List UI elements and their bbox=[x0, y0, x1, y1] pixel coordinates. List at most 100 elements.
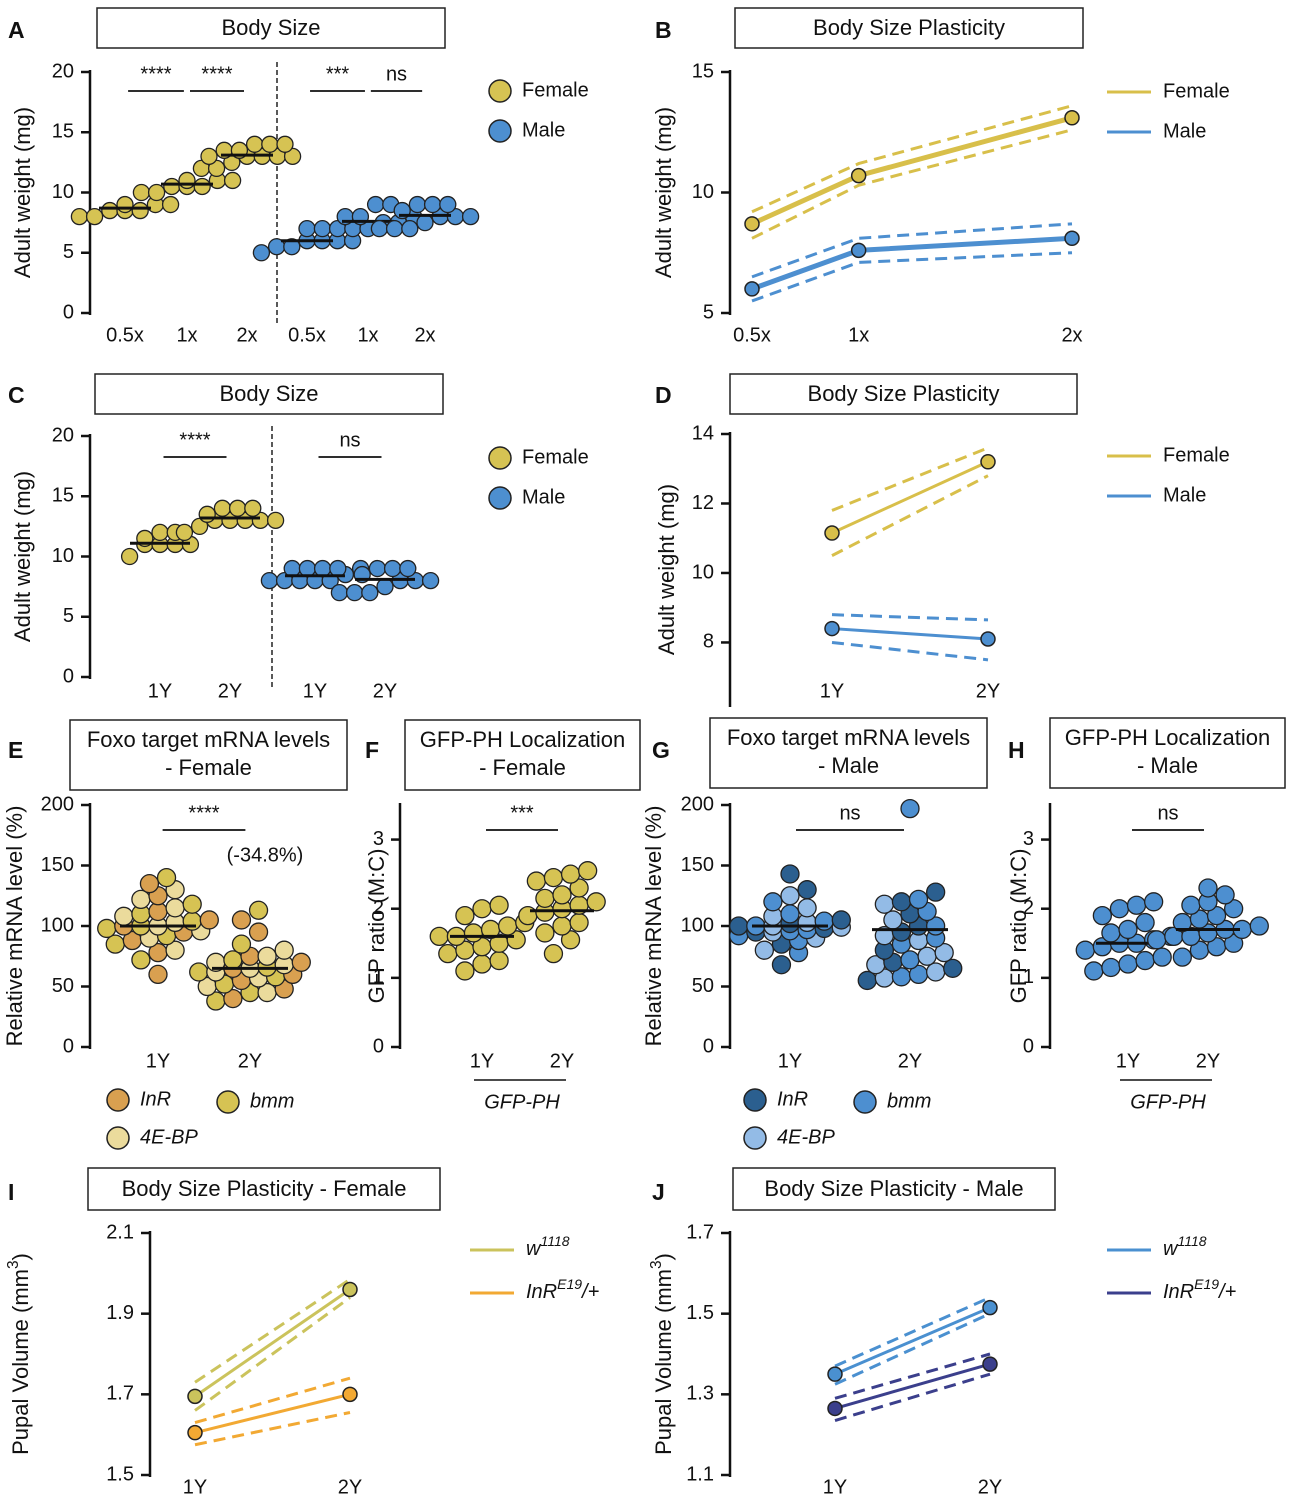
panel-letter: G bbox=[652, 737, 670, 763]
x-tick-label: 2Y bbox=[550, 1050, 574, 1072]
data-point bbox=[535, 888, 555, 908]
data-point bbox=[463, 923, 484, 943]
y-tick-label: 0 bbox=[373, 1035, 384, 1057]
x-tick-label: 2x bbox=[1061, 324, 1082, 346]
data-point bbox=[543, 867, 564, 888]
y-tick-label: 200 bbox=[681, 793, 714, 815]
data-point bbox=[366, 195, 385, 214]
data-point bbox=[383, 559, 402, 578]
confidence-line bbox=[834, 1312, 991, 1386]
title-box bbox=[1049, 717, 1286, 789]
y-tick-label: 2 bbox=[1023, 897, 1034, 919]
y-axis-label-part: ) bbox=[651, 1253, 676, 1260]
y-tick-label: 12 bbox=[692, 492, 714, 514]
significance-label: **** bbox=[201, 63, 232, 85]
y-axis-label-part: Pupal Volume (mm bbox=[651, 1269, 676, 1455]
data-point bbox=[824, 620, 840, 637]
data-point bbox=[408, 195, 427, 214]
y-axis-label: Relative mRNA level (%) bbox=[2, 806, 27, 1047]
data-point bbox=[827, 1366, 843, 1382]
data-point bbox=[199, 910, 219, 930]
significance-label: ns bbox=[839, 802, 860, 824]
x-tick-label: 2x bbox=[414, 324, 435, 346]
data-point bbox=[385, 219, 404, 238]
data-point bbox=[248, 900, 269, 920]
data-point bbox=[178, 171, 196, 190]
y-tick-label: 50 bbox=[692, 975, 714, 997]
legend-label-part: E19 bbox=[1194, 1276, 1219, 1292]
data-point bbox=[1118, 954, 1138, 974]
data-point bbox=[908, 889, 929, 910]
significance-label: *** bbox=[326, 63, 350, 85]
confidence-line bbox=[831, 640, 989, 662]
title-box bbox=[732, 1167, 1056, 1211]
confidence-line bbox=[831, 613, 989, 622]
y-tick-label: 200 bbox=[41, 793, 74, 815]
y-axis-label: Adult weight (mg) bbox=[654, 484, 679, 655]
data-point bbox=[131, 889, 151, 910]
chart-title: - Male bbox=[818, 753, 879, 778]
y-tick-label: 5 bbox=[63, 241, 74, 263]
y-tick-label: 100 bbox=[41, 914, 74, 936]
confidence-line bbox=[831, 474, 989, 557]
title-box bbox=[729, 373, 1078, 415]
data-point bbox=[187, 1388, 203, 1405]
x-tick-label: 1x bbox=[357, 324, 378, 346]
y-tick-label: 150 bbox=[681, 854, 714, 876]
title-box bbox=[87, 1167, 441, 1211]
legend-marker bbox=[488, 119, 512, 143]
data-point bbox=[900, 798, 920, 819]
data-point bbox=[543, 944, 564, 964]
data-point bbox=[139, 874, 160, 894]
panel: G Foxo target mRNA levels - Male 0 50 100 150 2… bbox=[652, 717, 988, 1150]
data-point bbox=[231, 934, 252, 954]
y-tick-label: 0 bbox=[703, 1035, 714, 1057]
y-tick-label: 10 bbox=[52, 545, 74, 567]
data-point bbox=[70, 207, 89, 226]
series-line bbox=[194, 1392, 351, 1435]
data-point bbox=[455, 961, 475, 981]
x-tick-label: 1Y bbox=[820, 680, 844, 702]
data-point bbox=[1101, 957, 1121, 978]
data-point bbox=[260, 571, 279, 590]
legend-label: bmm bbox=[887, 1090, 931, 1112]
y-axis-label: GFP ratio (M:C) bbox=[364, 849, 389, 1004]
panel: F GFP-PH Localization - Female 0 1 2 3 1Y 2Y *** G… bbox=[365, 719, 641, 1113]
legend-label: w1118 bbox=[526, 1233, 570, 1261]
data-point bbox=[223, 171, 242, 190]
significance-label: **** bbox=[188, 802, 219, 824]
data-point bbox=[1064, 110, 1080, 126]
confidence-line bbox=[834, 1296, 991, 1368]
series-line bbox=[194, 1288, 351, 1398]
data-point bbox=[754, 940, 774, 960]
data-point bbox=[1135, 912, 1155, 933]
data-point bbox=[1147, 930, 1167, 950]
y-tick-label: 5 bbox=[703, 301, 714, 323]
data-point bbox=[223, 950, 243, 970]
data-point bbox=[97, 918, 117, 939]
data-point bbox=[1224, 933, 1244, 953]
legend-label: bmm bbox=[250, 1090, 294, 1112]
legend-marker bbox=[743, 1126, 767, 1150]
data-point bbox=[244, 499, 262, 517]
data-point bbox=[455, 905, 475, 926]
data-point bbox=[429, 926, 449, 947]
significance-label: ns bbox=[386, 63, 407, 85]
legend-marker bbox=[216, 1090, 240, 1114]
data-point bbox=[1198, 878, 1218, 898]
data-point bbox=[291, 952, 311, 972]
data-point bbox=[827, 1400, 843, 1417]
data-point bbox=[934, 942, 954, 963]
title-box bbox=[96, 7, 446, 49]
data-point bbox=[1172, 947, 1192, 967]
data-point bbox=[926, 882, 946, 902]
chart-title: Foxo target mRNA levels bbox=[727, 725, 970, 750]
panel: C Body Size 0 5 10 15 20 1Y 2Y 1Y 2Y **** ns bbox=[8, 373, 512, 702]
chart-title: GFP-PH Localization bbox=[420, 727, 625, 752]
legend-marker bbox=[488, 486, 512, 510]
data-point bbox=[175, 523, 194, 542]
data-point bbox=[1109, 899, 1130, 919]
chart-title: Body Size Plasticity - Male bbox=[764, 1176, 1023, 1201]
data-point bbox=[569, 878, 589, 898]
